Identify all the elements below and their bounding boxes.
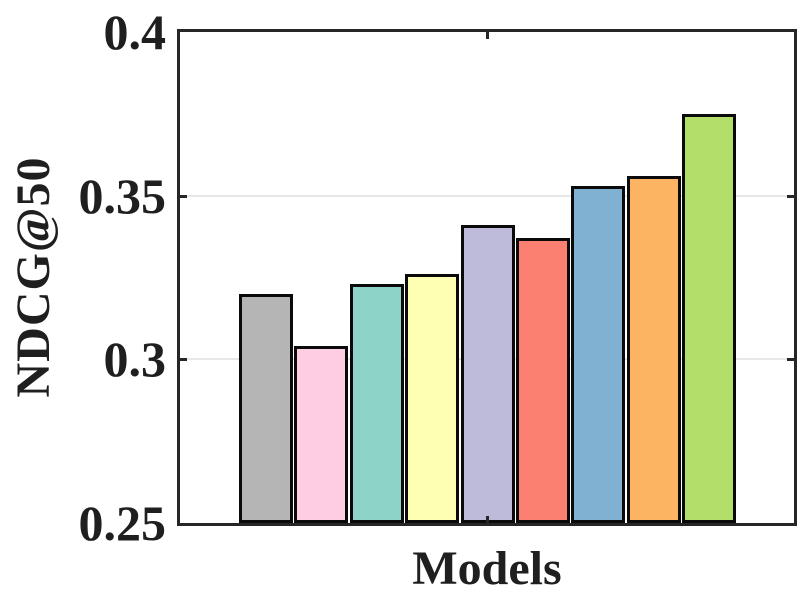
x-axis-label: Models: [412, 542, 562, 595]
y-axis-tick: [180, 358, 187, 361]
y-axis-tick: [787, 195, 794, 198]
bar-4: [405, 274, 460, 523]
bar-6: [516, 238, 570, 523]
y-axis-label: NDCG@50: [7, 156, 60, 398]
bar-2: [294, 346, 349, 523]
bar-3: [349, 284, 404, 523]
bar-7: [571, 185, 626, 523]
bar-9: [682, 113, 737, 523]
x-axis-tick: [486, 32, 489, 39]
x-axis-tick: [486, 516, 489, 523]
y-tick-label-0.35: 0.35: [78, 168, 167, 224]
bar-8: [626, 176, 681, 523]
gridline: [180, 195, 794, 197]
y-tick-label-0.4: 0.4: [103, 4, 167, 60]
plot-area: [177, 29, 797, 526]
y-axis-tick: [180, 195, 187, 198]
bar-1: [239, 293, 293, 523]
y-tick-label-0.3: 0.3: [103, 331, 167, 387]
bar-5: [460, 225, 515, 523]
y-tick-label-0.25: 0.25: [78, 495, 167, 551]
axis-ticks-layer: [180, 32, 794, 523]
y-axis-tick: [787, 358, 794, 361]
bars-layer: [180, 32, 794, 523]
